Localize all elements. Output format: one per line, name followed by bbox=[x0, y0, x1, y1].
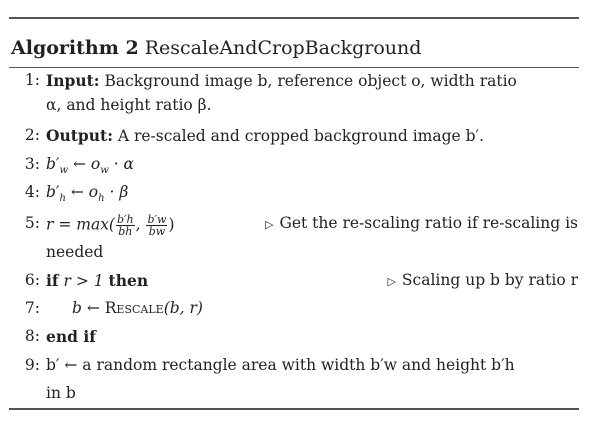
line-body: b ← Rescale(b, r) bbox=[72, 299, 203, 317]
line-comment: ▷ Get the re-scaling ratio if re-scaling … bbox=[265, 214, 578, 232]
line-number: 6: bbox=[24, 271, 40, 289]
max-expr: r = max( bbox=[46, 215, 115, 234]
then-keyword: then bbox=[108, 271, 149, 290]
line-number: 3: bbox=[24, 155, 40, 173]
times-beta: · β bbox=[104, 183, 129, 201]
assign-arrow: ← bbox=[65, 183, 89, 201]
line-number: 2: bbox=[24, 126, 40, 144]
rescale-function: Rescale bbox=[104, 299, 164, 317]
line-body: b′ ← a random rectangle area with width … bbox=[46, 356, 515, 374]
separator: , bbox=[135, 215, 146, 234]
close-paren: ) bbox=[168, 215, 175, 234]
var-o: o bbox=[90, 155, 101, 173]
assign-b: b ← bbox=[72, 299, 105, 317]
algorithm-title: Algorithm 2 RescaleAndCropBackground bbox=[11, 37, 421, 59]
line-body: Output: A re-scaled and cropped backgrou… bbox=[46, 126, 484, 145]
top-rule bbox=[9, 17, 579, 19]
subscript: h bbox=[98, 193, 105, 205]
subscript: w bbox=[100, 165, 109, 177]
fraction-w: b′w bw bbox=[146, 213, 168, 238]
output-keyword: Output: bbox=[46, 126, 113, 145]
fraction-numerator: b′h bbox=[115, 213, 135, 226]
line-number: 5: bbox=[24, 214, 40, 232]
line-body: b′w ← ow · α bbox=[46, 155, 135, 177]
fraction-h: b′h bh bbox=[115, 213, 135, 238]
line-continuation: needed bbox=[46, 243, 104, 261]
line-number: 7: bbox=[24, 299, 40, 317]
line-number: 1: bbox=[24, 71, 40, 89]
line-continuation: in b bbox=[46, 384, 76, 402]
fraction-denominator: bw bbox=[148, 225, 166, 238]
comment-triangle-icon: ▷ bbox=[387, 275, 396, 288]
line-continuation: α, and height ratio β. bbox=[46, 96, 212, 114]
var-o: o bbox=[88, 183, 99, 201]
end-if-keyword: end if bbox=[46, 327, 96, 346]
input-keyword: Input: bbox=[46, 71, 100, 90]
comment-triangle-icon: ▷ bbox=[264, 218, 274, 231]
comment-text: Get the re-scaling ratio if re-scaling i… bbox=[279, 214, 578, 232]
line-number: 9: bbox=[24, 356, 40, 374]
output-text: A re-scaled and cropped background image… bbox=[112, 127, 485, 145]
header-rule bbox=[9, 67, 579, 68]
subscript: h bbox=[59, 193, 66, 205]
subscript: w bbox=[59, 165, 69, 177]
var-b-prime: b′ bbox=[46, 155, 60, 173]
line-body: r = max(b′h bh, b′w bw) bbox=[46, 214, 175, 237]
fraction-numerator: b′w bbox=[146, 213, 168, 226]
fraction-denominator: bh bbox=[118, 225, 133, 238]
line-body: Input: Background image b, reference obj… bbox=[46, 71, 517, 90]
if-keyword: if bbox=[46, 271, 59, 290]
line-comment: ▷ Scaling up b by ratio r bbox=[387, 271, 578, 289]
assign-arrow: ← bbox=[68, 155, 91, 173]
line-body: if r > 1 then bbox=[46, 271, 148, 290]
input-text: Background image b, reference object o, … bbox=[99, 72, 517, 90]
bottom-rule bbox=[9, 408, 579, 410]
function-args: (b, r) bbox=[163, 299, 203, 317]
line-number: 8: bbox=[24, 327, 40, 345]
algorithm-name: RescaleAndCropBackground bbox=[144, 37, 422, 59]
times-alpha: · α bbox=[108, 155, 135, 173]
line-number: 4: bbox=[24, 183, 40, 201]
comment-text: Scaling up b by ratio r bbox=[401, 271, 578, 289]
line-body: b′h ← oh · β bbox=[46, 183, 129, 205]
condition: r > 1 bbox=[58, 272, 109, 290]
var-b-prime: b′ bbox=[46, 183, 60, 201]
algorithm-number: Algorithm 2 bbox=[11, 37, 139, 59]
